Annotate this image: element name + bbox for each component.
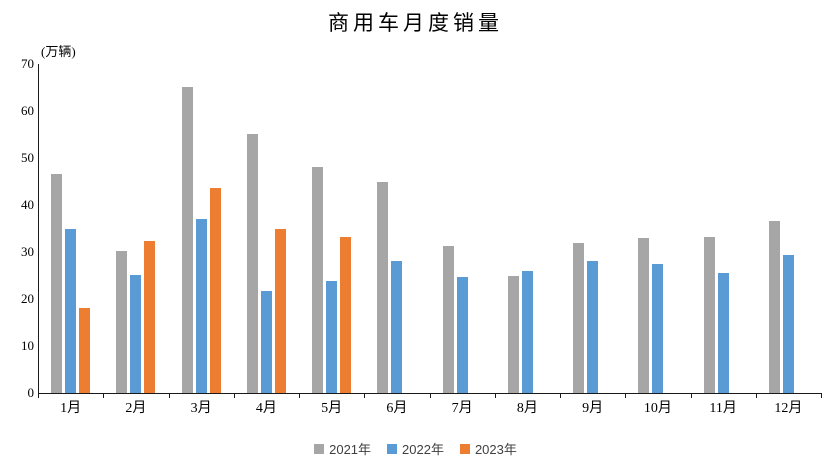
bar-2021年-7月 bbox=[442, 246, 454, 393]
x-axis-label-4月: 4月 bbox=[255, 401, 277, 416]
legend-item-2023年: 2023年 bbox=[459, 439, 517, 458]
legend-swatch-icon bbox=[459, 443, 470, 454]
x-axis-label-6月: 6月 bbox=[386, 401, 408, 416]
legend-label: 2022年 bbox=[402, 442, 444, 457]
bar-2021年-1月 bbox=[51, 174, 63, 393]
x-axis-label-10月: 10月 bbox=[643, 401, 672, 416]
bar-2022年-11月 bbox=[717, 272, 729, 393]
bar-2023年-3月 bbox=[209, 187, 221, 393]
y-axis-tick-label: 10 bbox=[21, 338, 34, 353]
bar-2022年-12月 bbox=[782, 255, 794, 393]
category-tick bbox=[690, 393, 692, 398]
bar-2022年-2月 bbox=[130, 275, 142, 393]
bar-2022年-9月 bbox=[587, 261, 599, 393]
y-axis-line bbox=[38, 64, 39, 393]
y-axis-unit-label: (万辆) bbox=[41, 44, 76, 59]
y-axis-tick-label: 20 bbox=[21, 291, 34, 306]
category-tick bbox=[233, 393, 235, 398]
chart-title: 商用车月度销量 bbox=[328, 11, 503, 35]
bar-2022年-10月 bbox=[652, 264, 664, 393]
bar-2023年-5月 bbox=[340, 237, 352, 393]
legend-swatch-icon bbox=[314, 443, 325, 454]
bar-2021年-5月 bbox=[312, 166, 324, 393]
legend-label: 2023年 bbox=[474, 442, 517, 457]
bar-2021年-10月 bbox=[638, 238, 650, 393]
category-tick bbox=[755, 393, 757, 398]
bar-2021年-6月 bbox=[377, 181, 389, 393]
y-axis-tick-label: 40 bbox=[21, 197, 34, 212]
y-axis-tick-label: 60 bbox=[21, 103, 34, 118]
chart-legend: 2021年 2022年 2023年 bbox=[0, 439, 831, 458]
category-tick bbox=[38, 393, 39, 398]
legend-item-2021年: 2021年 bbox=[314, 439, 371, 458]
category-tick bbox=[429, 393, 431, 398]
x-axis-label-8月: 8月 bbox=[516, 401, 538, 416]
bar-2022年-4月 bbox=[260, 291, 272, 393]
y-axis-tick-label: 70 bbox=[21, 56, 34, 71]
x-axis-label-5月: 5月 bbox=[321, 401, 343, 416]
category-tick bbox=[494, 393, 496, 398]
category-tick bbox=[168, 393, 170, 398]
category-tick bbox=[103, 393, 105, 398]
bar-2022年-6月 bbox=[391, 260, 403, 393]
bar-2021年-12月 bbox=[768, 221, 780, 393]
bar-2021年-2月 bbox=[116, 251, 128, 393]
legend-label: 2021年 bbox=[329, 442, 372, 457]
category-tick bbox=[560, 393, 561, 398]
category-tick bbox=[625, 393, 627, 398]
category-tick bbox=[364, 393, 366, 398]
y-axis-tick-label: 0 bbox=[27, 385, 35, 400]
bar-2021年-9月 bbox=[573, 243, 585, 393]
bar-2021年-8月 bbox=[507, 275, 519, 393]
category-tick bbox=[299, 393, 300, 398]
x-axis-label-9月: 9月 bbox=[582, 401, 604, 416]
legend-swatch-icon bbox=[387, 443, 398, 454]
bar-2021年-3月 bbox=[181, 86, 193, 393]
x-axis-label-12月: 12月 bbox=[774, 401, 803, 416]
bar-2021年-4月 bbox=[246, 133, 258, 393]
bar-2022年-3月 bbox=[195, 219, 207, 393]
category-tick bbox=[821, 393, 822, 398]
bar-2022年-8月 bbox=[521, 271, 533, 393]
x-axis-label-1月: 1月 bbox=[60, 401, 82, 416]
x-axis-label-7月: 7月 bbox=[451, 401, 473, 416]
bar-2022年-7月 bbox=[456, 277, 468, 393]
bar-2023年-4月 bbox=[274, 228, 286, 393]
bar-2022年-5月 bbox=[326, 281, 338, 393]
legend-item-2022年: 2022年 bbox=[387, 439, 444, 458]
x-axis-label-3月: 3月 bbox=[190, 401, 212, 416]
bar-2023年-1月 bbox=[79, 308, 91, 393]
x-axis-label-11月: 11月 bbox=[709, 401, 737, 416]
y-axis-tick-label: 50 bbox=[21, 150, 34, 165]
y-axis-tick-label: 30 bbox=[21, 244, 34, 259]
bar-2022年-1月 bbox=[65, 228, 77, 393]
bar-2021年-11月 bbox=[703, 236, 715, 393]
x-axis-label-2月: 2月 bbox=[125, 401, 147, 416]
bar-2023年-2月 bbox=[144, 240, 156, 393]
